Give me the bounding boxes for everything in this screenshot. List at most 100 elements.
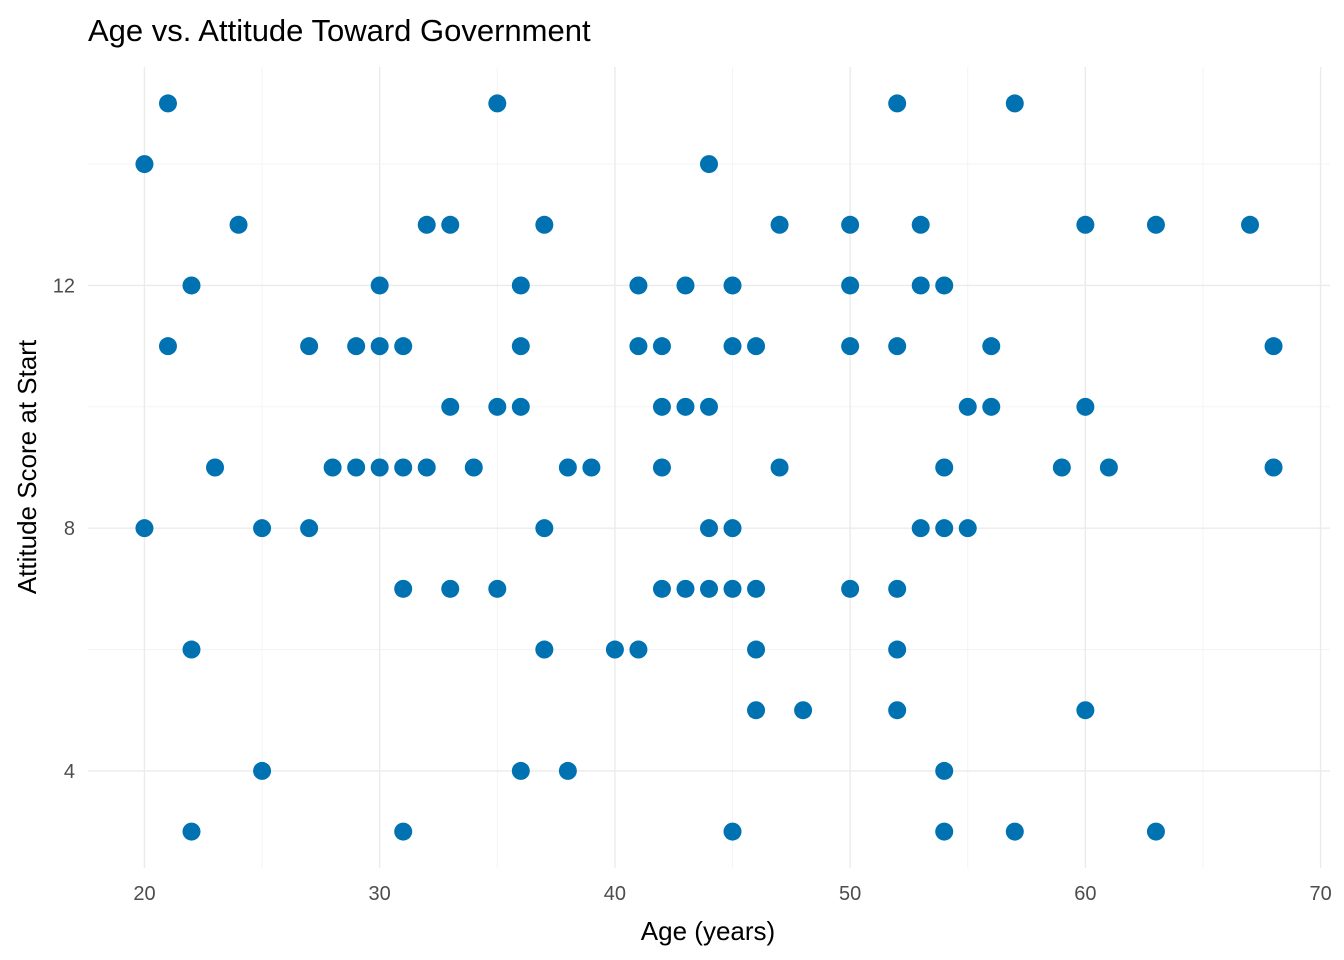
data-point	[700, 519, 718, 538]
data-point	[300, 337, 319, 356]
data-point	[370, 337, 389, 356]
data-point	[676, 579, 695, 598]
x-tick-label: 60	[1074, 883, 1096, 905]
y-axis-title: Attitude Score at Start	[12, 339, 42, 594]
data-point	[605, 640, 624, 659]
data-point	[911, 519, 930, 538]
data-point	[558, 761, 577, 780]
data-point	[511, 397, 530, 416]
data-point	[652, 397, 671, 416]
data-point	[652, 579, 671, 598]
x-tick-label: 20	[133, 883, 155, 905]
data-point	[394, 579, 413, 598]
data-point	[229, 215, 248, 234]
data-point	[629, 337, 648, 356]
data-point	[417, 215, 436, 234]
data-point	[676, 276, 695, 295]
data-point	[723, 519, 742, 538]
data-point	[888, 94, 907, 113]
data-point	[700, 155, 718, 174]
data-point	[1264, 337, 1283, 356]
y-tick-label: 8	[64, 518, 75, 540]
x-axis-title: Age (years)	[641, 916, 775, 946]
data-point	[511, 761, 530, 780]
y-tick-label: 4	[64, 761, 75, 783]
data-point	[394, 822, 413, 841]
data-point	[935, 822, 954, 841]
data-point	[535, 640, 554, 659]
data-point	[394, 458, 413, 477]
data-point	[347, 337, 366, 356]
data-point	[747, 337, 766, 356]
data-point	[723, 579, 742, 598]
data-point	[888, 701, 907, 720]
data-point	[770, 215, 789, 234]
minor-gridlines	[88, 67, 1330, 868]
data-point	[441, 215, 460, 234]
data-point	[700, 579, 718, 598]
data-point	[1264, 458, 1283, 477]
data-point	[1005, 822, 1024, 841]
x-tick-label: 30	[369, 883, 391, 905]
x-tick-label: 70	[1309, 883, 1331, 905]
data-point	[935, 519, 954, 538]
data-point	[1099, 458, 1118, 477]
data-point	[535, 519, 554, 538]
data-point	[747, 640, 766, 659]
data-point	[206, 458, 225, 477]
data-point	[911, 215, 930, 234]
major-gridlines	[88, 67, 1330, 868]
data-point	[1052, 458, 1071, 477]
data-point	[888, 640, 907, 659]
data-point	[888, 579, 907, 598]
data-points	[135, 94, 1283, 841]
data-point	[676, 397, 695, 416]
data-point	[794, 701, 813, 720]
data-point	[652, 337, 671, 356]
data-point	[982, 337, 1001, 356]
data-point	[182, 822, 201, 841]
data-point	[629, 640, 648, 659]
data-point	[723, 276, 742, 295]
data-point	[464, 458, 483, 477]
data-point	[488, 397, 507, 416]
data-point	[841, 579, 860, 598]
data-point	[582, 458, 601, 477]
data-point	[488, 94, 507, 113]
data-point	[441, 397, 460, 416]
data-point	[158, 337, 177, 356]
data-point	[135, 519, 154, 538]
y-axis-tick-labels: 4 8 12	[53, 275, 75, 782]
data-point	[935, 761, 954, 780]
data-point	[370, 276, 389, 295]
chart-title: Age vs. Attitude Toward Government	[88, 13, 591, 48]
data-point	[1076, 215, 1095, 234]
data-point	[558, 458, 577, 477]
data-point	[723, 337, 742, 356]
data-point	[1146, 215, 1165, 234]
data-point	[370, 458, 389, 477]
data-point	[511, 337, 530, 356]
data-point	[958, 397, 977, 416]
x-axis-tick-labels: 20 30 40 50 60 70	[133, 883, 1331, 905]
y-tick-label: 12	[53, 275, 75, 297]
data-point	[747, 701, 766, 720]
data-point	[488, 579, 507, 598]
data-point	[1241, 215, 1260, 234]
data-point	[182, 276, 201, 295]
data-point	[958, 519, 977, 538]
data-point	[441, 579, 460, 598]
data-point	[253, 519, 272, 538]
x-tick-label: 40	[604, 883, 626, 905]
data-point	[841, 337, 860, 356]
data-point	[982, 397, 1001, 416]
data-point	[535, 215, 554, 234]
data-point	[629, 276, 648, 295]
data-point	[770, 458, 789, 477]
data-point	[1005, 94, 1024, 113]
data-point	[300, 519, 319, 538]
data-point	[1076, 701, 1095, 720]
data-point	[911, 276, 930, 295]
data-point	[700, 397, 718, 416]
